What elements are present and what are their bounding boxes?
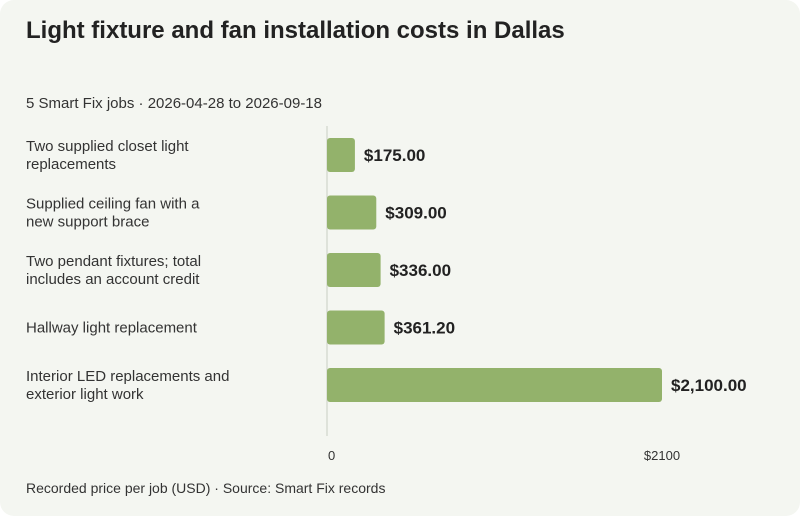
value-label: $2,100.00 (671, 376, 747, 395)
bar (327, 368, 662, 402)
value-label: $175.00 (364, 146, 425, 165)
x-tick-label: $2100 (644, 448, 680, 463)
value-label: $309.00 (385, 204, 446, 223)
chart-subtitle: 5 Smart Fix jobs · 2026-04-28 to 2026-09… (26, 95, 322, 112)
x-tick-label: 0 (328, 448, 335, 463)
chart-footnote: Recorded price per job (USD) · Source: S… (26, 480, 386, 496)
category-label: Supplied ceiling fan with a new support b… (26, 196, 200, 231)
bar (327, 253, 381, 287)
value-label: $336.00 (390, 261, 451, 280)
category-label: Two supplied closet light replacements (26, 138, 189, 173)
value-label: $361.20 (394, 319, 455, 338)
bar (327, 310, 385, 345)
category-label: Two pendant fixtures; total includes an a… (26, 253, 201, 288)
category-label: Hallway light replacement (26, 320, 198, 337)
bar (327, 195, 377, 230)
bar (327, 138, 355, 172)
chart-title: Light fixture and fan installation costs… (26, 17, 565, 44)
category-label: Interior LED replacements and exterior li… (26, 368, 229, 403)
